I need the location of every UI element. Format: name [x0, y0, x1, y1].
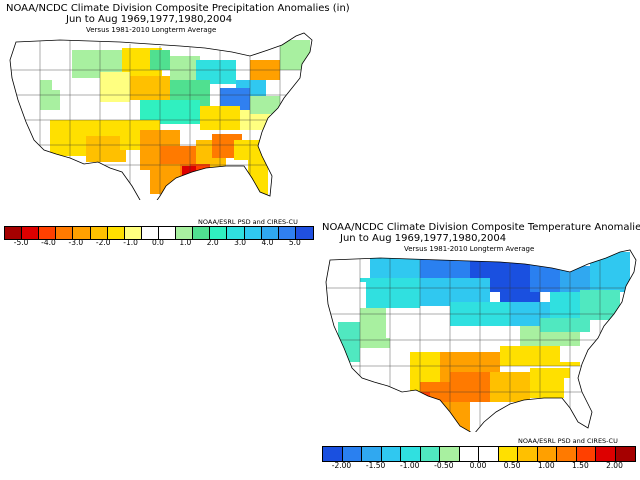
temp-legend-tick-label: 2.00 [606, 461, 623, 470]
precip-legend-swatch [124, 227, 142, 239]
temp-legend-swatch [323, 447, 343, 461]
precip-legend-tick-label: 5.0 [288, 238, 301, 247]
temp-legend-tick-label: 1.00 [537, 461, 555, 470]
temp-legend-swatch [401, 447, 421, 461]
precip-legend-tick-label: 0.0 [152, 238, 164, 247]
temp-legend-tick-label: 0.00 [469, 461, 487, 470]
temp-legend-tick-label: 0.50 [503, 461, 521, 470]
temp-color-legend [322, 446, 636, 462]
temp-legend-labels: -2.00 -1.50 -1.00 -0.50 0.00 0.50 1.00 1.50 2.00 [322, 461, 634, 471]
precip-legend-swatch [107, 227, 125, 239]
temp-legend-tick-label: -1.50 [365, 461, 386, 470]
temp-title: NOAA/NCDC Climate Division Composite Tem… [322, 222, 640, 233]
temp-us-map [325, 249, 637, 432]
precip-legend-labels: -5.0 -4.0 -3.0 -2.0 -1.0 0.0 1.0 2.0 3.0 4.0 5.0 [4, 238, 312, 248]
precip-legend-swatch [158, 227, 177, 239]
temp-legend-swatch [576, 447, 596, 461]
precip-legend-swatch [193, 227, 211, 239]
precip-legend-tick-label: -5.0 [13, 238, 29, 247]
precip-legend-swatch [56, 227, 74, 239]
precip-legend-tick-label: 1.0 [179, 238, 192, 247]
temp-legend-swatch [596, 447, 616, 461]
precip-legend-swatch [244, 227, 262, 239]
precip-legend-swatch [278, 227, 296, 239]
temp-legend-swatch [479, 447, 499, 461]
precip-legend-swatch [295, 227, 313, 239]
temp-legend-swatch [459, 447, 479, 461]
precip-legend-tick-label: 2.0 [206, 238, 219, 247]
temp-legend-tick-label: 1.50 [572, 461, 589, 470]
temp-legend-swatch [518, 447, 538, 461]
precip-baseline-note: Versus 1981-2010 Longterm Average [86, 26, 217, 34]
precip-legend-swatch [227, 227, 245, 239]
temp-date-range: Jun to Aug 1969,1977,1980,2004 [340, 233, 507, 244]
temp-legend-tick-label: -0.50 [434, 461, 454, 470]
precip-us-map [9, 32, 313, 200]
temp-legend-swatch [362, 447, 382, 461]
precip-legend-swatch [39, 227, 57, 239]
precip-legend-tick-label: -1.0 [123, 238, 138, 247]
precip-legend-swatch [261, 227, 279, 239]
temp-legend-tick-label: -1.00 [400, 461, 420, 470]
precip-legend-swatch [22, 227, 40, 239]
temp-legend-tick-label: -2.00 [331, 461, 352, 470]
precip-legend-tick-label: 4.0 [261, 238, 274, 247]
precip-legend-swatch [5, 227, 23, 239]
precip-legend-tick-label: -4.0 [41, 238, 56, 247]
precip-legend-swatch [210, 227, 228, 239]
temp-legend-swatch [557, 447, 577, 461]
temp-legend-swatch [615, 447, 635, 461]
precip-legend-tick-label: 3.0 [234, 238, 247, 247]
temp-legend-swatch [440, 447, 460, 461]
precip-title: NOAA/NCDC Climate Division Composite Pre… [6, 3, 350, 14]
precip-legend-swatch [73, 227, 91, 239]
temp-legend-swatch [537, 447, 557, 461]
precip-legend-tick-label: -2.0 [95, 238, 111, 247]
precip-legend-tick-label: -3.0 [68, 238, 84, 247]
temperature-map-panel: NOAA/NCDC Climate Division Composite Tem… [320, 222, 640, 480]
temp-legend-swatch [381, 447, 401, 461]
temp-credit: NOAA/ESRL PSD and CIRES-CU [518, 437, 618, 445]
temp-baseline-note: Versus 1981-2010 Longterm Average [404, 245, 535, 253]
precip-legend-swatch [90, 227, 108, 239]
temp-legend-swatch [498, 447, 518, 461]
temp-legend-swatch [420, 447, 440, 461]
precip-legend-swatch [176, 227, 194, 239]
precip-date-range: Jun to Aug 1969,1977,1980,2004 [66, 14, 233, 25]
precip-credit: NOAA/ESRL PSD and CIRES-CU [198, 218, 298, 226]
precipitation-map-panel: NOAA/NCDC Climate Division Composite Pre… [0, 0, 350, 248]
temp-legend-swatch [342, 447, 362, 461]
precip-legend-swatch [141, 227, 159, 239]
precip-color-legend [4, 226, 314, 240]
